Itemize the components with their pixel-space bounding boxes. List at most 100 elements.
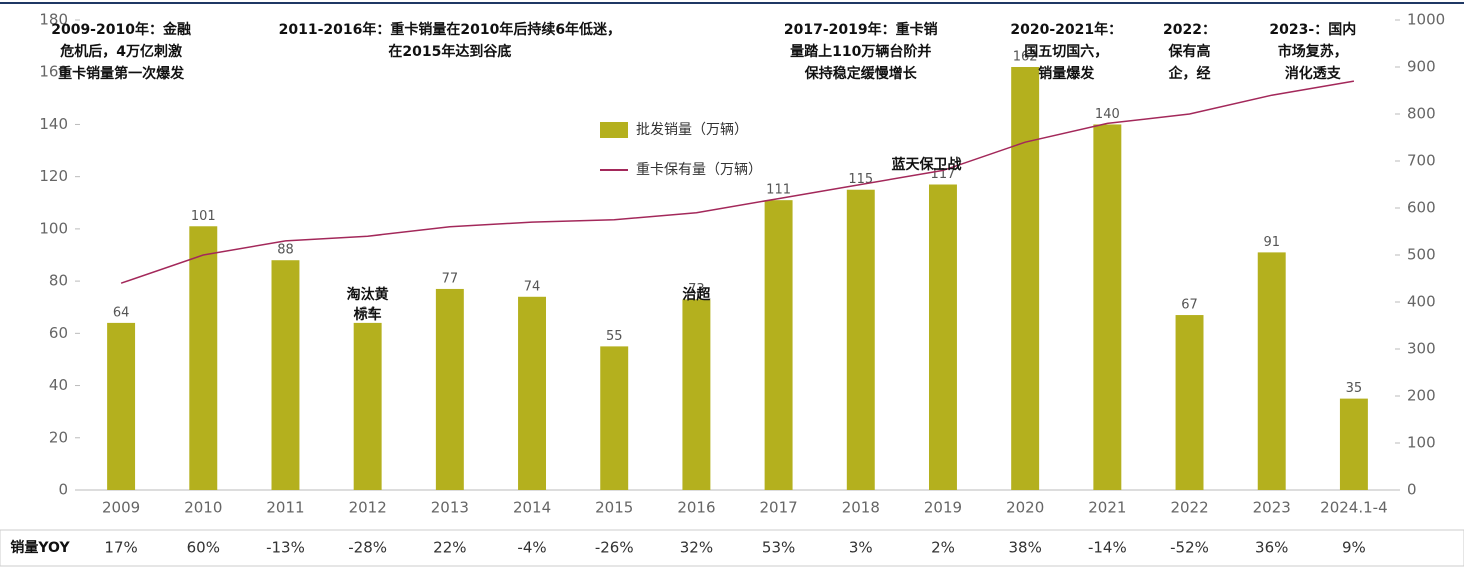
y2-tick-label: 0 [1407, 481, 1417, 499]
yoy-row [0, 529, 1464, 567]
line [120, 80, 1355, 284]
value-label: 73 [688, 282, 705, 297]
yoy-cell: 60% [187, 539, 220, 557]
value-label: 74 [524, 279, 541, 294]
phase-note: 危机后，4万亿刺激 [59, 43, 182, 60]
value-label: 111 [766, 183, 791, 198]
yoy-cell: -13% [266, 539, 305, 557]
value-label: 67 [1181, 298, 1198, 313]
phase-note: 国五切国六， [1024, 43, 1108, 60]
phase-note: 2017-2019年：重卡销 [784, 21, 938, 38]
bar [271, 260, 300, 490]
bar [764, 200, 793, 490]
bar [1093, 124, 1122, 490]
x-tick-label: 2016 [677, 499, 715, 517]
phase-note: 企，经 [1168, 65, 1211, 82]
value-label: 55 [606, 329, 623, 344]
legend-label: 重卡保有量（万辆） [636, 162, 762, 178]
y-tick-label: 180 [39, 11, 68, 29]
y2-tick-label: 600 [1407, 199, 1436, 217]
phase-note: 2011-2016年：重卡销量在2010年后持续6年低迷， [279, 21, 621, 38]
x-tick-label: 2022 [1170, 499, 1208, 517]
x-tick-label: 2012 [349, 499, 387, 517]
yoy-cell: 17% [104, 539, 137, 557]
yoy-cell: 36% [1255, 539, 1288, 557]
phase-note: 2009-2010年：金融 [51, 21, 191, 38]
x-tick-label: 2009 [102, 499, 140, 517]
y-tick-label: 100 [39, 219, 68, 237]
y2-tick-label: 400 [1407, 293, 1436, 311]
yoy-label: 销量YOY [10, 539, 70, 556]
y2-tick-label: 500 [1407, 246, 1436, 264]
bar [846, 189, 875, 490]
yoy-cell: -52% [1170, 539, 1209, 557]
bar [353, 322, 382, 490]
y-tick-label: 40 [49, 376, 68, 394]
yoy-cell: -26% [595, 539, 634, 557]
y2-tick-label: 900 [1407, 58, 1436, 76]
y-tick-label: 160 [39, 63, 68, 81]
phase-note: 量踏上110万辆台阶并 [790, 43, 931, 60]
y-tick-label: 60 [49, 324, 68, 342]
yoy-cell: 53% [762, 539, 795, 557]
yoy-cell: 22% [433, 539, 466, 557]
bar [1175, 315, 1204, 490]
event-note: 标车 [353, 306, 382, 323]
phase-note: 2022： [1163, 22, 1216, 38]
y-tick-label: 20 [49, 428, 68, 446]
y-tick-label: 140 [39, 115, 68, 133]
legend-swatch [600, 122, 628, 138]
bar [518, 296, 547, 490]
phase-note: 重卡销量第一次爆发 [58, 65, 185, 82]
y-tick-label: 0 [58, 481, 68, 499]
legend-label: 批发销量（万辆） [636, 122, 748, 138]
value-label: 140 [1095, 107, 1120, 122]
bar [1257, 252, 1286, 490]
x-tick-label: 2013 [431, 499, 469, 517]
x-tick-label: 2019 [924, 499, 962, 517]
event-note: 治超 [682, 286, 711, 303]
yoy-cell: 9% [1342, 539, 1366, 557]
phase-note: 2020-2021年： [1010, 21, 1122, 38]
phase-note: 保持稳定缓慢增长 [804, 65, 918, 82]
value-label: 91 [1263, 235, 1280, 250]
y-tick-label: 120 [39, 167, 68, 185]
x-tick-label: 2014 [513, 499, 551, 517]
bar [107, 322, 136, 490]
phase-note: 2023-：国内 [1269, 21, 1356, 38]
x-tick-label: 2021 [1088, 499, 1126, 517]
bar [1339, 398, 1368, 490]
yoy-cell: 38% [1008, 539, 1041, 557]
event-note: 淘汰黄 [347, 286, 389, 303]
yoy-cell: 3% [849, 539, 873, 557]
value-label: 64 [359, 305, 376, 320]
value-label: 88 [277, 243, 294, 258]
event-note: 蓝天保卫战 [892, 156, 962, 173]
bar [1011, 67, 1040, 490]
x-tick-label: 2023 [1253, 499, 1291, 517]
phase-note: 在2015年达到谷底 [388, 43, 511, 60]
bar [189, 226, 218, 490]
y-tick-label: 80 [49, 272, 68, 290]
y2-tick-label: 800 [1407, 105, 1436, 123]
x-tick-label: 2024.1-4 [1320, 499, 1387, 517]
yoy-cell: -4% [517, 539, 546, 557]
yoy-cell: 2% [931, 539, 955, 557]
x-tick-label: 2018 [842, 499, 880, 517]
phase-note: 销量爆发 [1038, 65, 1095, 82]
y2-tick-label: 1000 [1407, 11, 1445, 29]
value-label: 101 [191, 209, 216, 224]
phase-note: 消化透支 [1285, 65, 1342, 82]
yoy-cell: -14% [1088, 539, 1127, 557]
y2-tick-label: 300 [1407, 340, 1436, 358]
bar [682, 299, 711, 490]
value-label: 77 [442, 271, 459, 286]
x-tick-label: 2011 [266, 499, 304, 517]
y2-tick-label: 200 [1407, 387, 1436, 405]
bar [435, 288, 464, 490]
x-tick-label: 2017 [760, 499, 798, 517]
y2-tick-label: 100 [1407, 434, 1436, 452]
yoy-cell: 32% [680, 539, 713, 557]
phase-note: 保有高 [1168, 43, 1211, 60]
